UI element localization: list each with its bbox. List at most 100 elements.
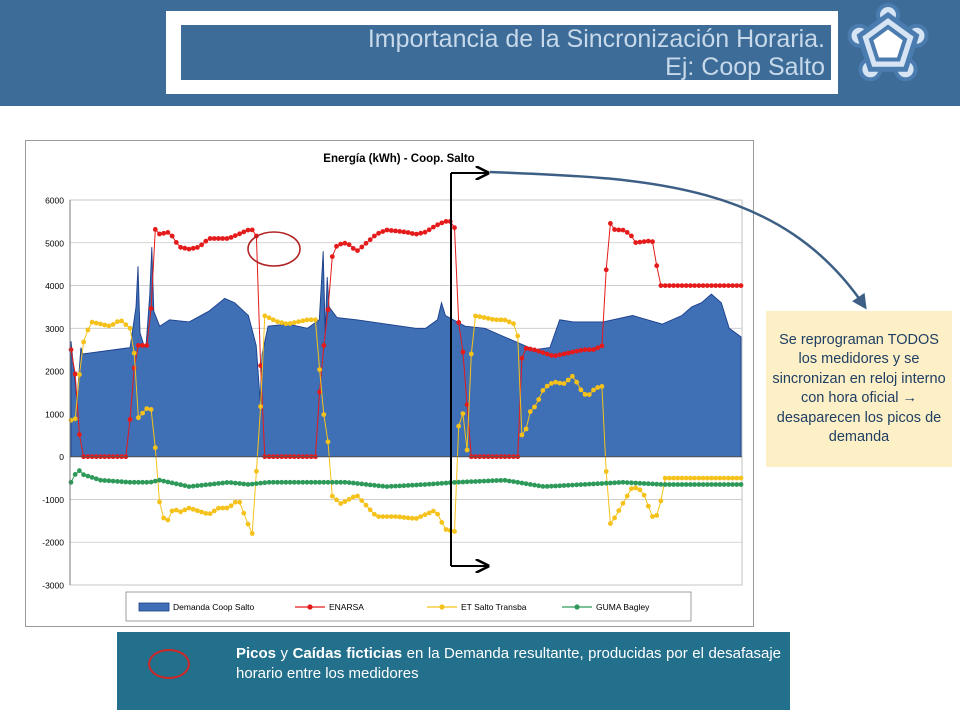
data-point bbox=[350, 480, 356, 486]
data-point bbox=[131, 479, 137, 485]
data-point bbox=[262, 480, 268, 486]
data-point bbox=[502, 477, 508, 483]
data-point bbox=[355, 248, 360, 253]
data-point bbox=[334, 497, 339, 503]
data-point bbox=[679, 482, 685, 487]
data-point bbox=[629, 486, 634, 492]
data-point bbox=[650, 239, 655, 245]
data-point bbox=[422, 482, 428, 487]
data-point bbox=[620, 500, 626, 506]
data-point bbox=[595, 481, 601, 487]
data-point bbox=[515, 479, 521, 485]
data-point bbox=[443, 527, 449, 532]
data-point bbox=[195, 483, 200, 489]
data-point bbox=[211, 236, 217, 241]
data-point bbox=[254, 468, 259, 474]
data-point bbox=[140, 343, 145, 348]
data-point bbox=[582, 392, 588, 397]
data-point bbox=[81, 339, 86, 345]
data-point bbox=[393, 228, 398, 234]
data-point bbox=[165, 479, 171, 485]
data-point bbox=[519, 355, 525, 361]
data-point bbox=[220, 505, 226, 511]
data-point bbox=[401, 483, 407, 489]
data-point bbox=[738, 482, 744, 487]
data-point bbox=[726, 283, 731, 288]
data-point bbox=[586, 392, 592, 397]
data-point bbox=[115, 479, 120, 484]
data-point bbox=[270, 317, 276, 323]
data-point bbox=[532, 404, 537, 410]
data-point bbox=[688, 283, 693, 288]
data-point bbox=[384, 227, 390, 233]
data-point bbox=[527, 346, 533, 352]
data-point bbox=[473, 479, 478, 484]
data-point bbox=[148, 479, 154, 485]
data-point bbox=[431, 508, 436, 514]
data-point bbox=[334, 479, 339, 485]
data-point bbox=[574, 348, 580, 354]
data-point bbox=[329, 479, 335, 485]
data-point bbox=[414, 516, 419, 521]
data-point bbox=[85, 473, 91, 479]
data-point bbox=[342, 499, 348, 504]
data-point bbox=[380, 229, 386, 234]
data-point bbox=[182, 507, 188, 513]
data-point bbox=[675, 475, 681, 481]
data-point bbox=[245, 521, 251, 527]
data-point bbox=[169, 233, 175, 239]
data-point bbox=[692, 283, 697, 288]
data-point bbox=[384, 514, 390, 519]
data-point bbox=[275, 319, 280, 325]
data-point bbox=[161, 478, 167, 484]
data-point bbox=[186, 505, 192, 511]
data-point bbox=[641, 492, 647, 498]
data-point bbox=[144, 479, 150, 485]
data-point bbox=[401, 515, 407, 520]
data-point bbox=[477, 314, 483, 320]
data-point bbox=[633, 485, 639, 491]
data-point bbox=[586, 481, 592, 487]
data-point bbox=[372, 511, 377, 517]
data-point bbox=[291, 320, 297, 325]
data-point bbox=[426, 481, 432, 487]
data-point bbox=[612, 515, 617, 521]
data-point bbox=[654, 513, 660, 518]
y-tick-label: 0 bbox=[59, 452, 64, 462]
data-point bbox=[645, 238, 651, 244]
data-point bbox=[363, 240, 369, 246]
data-point bbox=[498, 317, 504, 323]
data-point bbox=[173, 507, 179, 513]
data-point bbox=[549, 353, 554, 358]
data-point bbox=[456, 320, 462, 325]
data-point bbox=[237, 231, 243, 237]
data-point bbox=[464, 402, 470, 407]
data-point bbox=[102, 322, 108, 328]
data-point bbox=[650, 481, 655, 487]
data-point bbox=[667, 475, 672, 481]
data-point bbox=[270, 479, 276, 485]
data-point bbox=[494, 478, 499, 483]
data-point bbox=[620, 227, 626, 233]
data-point bbox=[393, 483, 398, 489]
data-point bbox=[704, 482, 710, 487]
data-point bbox=[178, 244, 184, 250]
bold-caidas: Caídas ficticias bbox=[292, 645, 403, 662]
data-point bbox=[578, 387, 584, 393]
data-point bbox=[561, 483, 567, 488]
data-point bbox=[658, 482, 664, 487]
data-point bbox=[317, 389, 322, 395]
star-emblem-icon bbox=[847, 3, 929, 82]
data-point bbox=[553, 379, 558, 385]
data-point bbox=[98, 321, 103, 327]
bold-picos: Picos bbox=[236, 645, 277, 662]
data-point bbox=[178, 509, 184, 515]
data-point bbox=[152, 478, 158, 484]
data-point bbox=[435, 511, 440, 517]
data-point bbox=[313, 317, 318, 323]
legend-label: ET Salto Transba bbox=[461, 602, 527, 612]
data-point bbox=[287, 479, 293, 485]
data-point bbox=[692, 475, 697, 481]
data-point bbox=[350, 246, 356, 251]
y-tick-label: 1000 bbox=[45, 409, 64, 419]
